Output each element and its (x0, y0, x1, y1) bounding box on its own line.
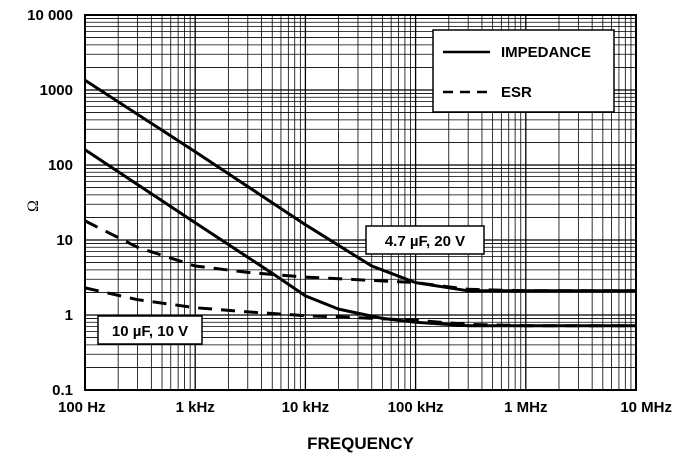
annotation-10uf-10v: 10 µF, 10 V (97, 315, 203, 345)
series-line-10uf-impedance (84, 148, 636, 328)
y-tick-label: 1000 (40, 82, 73, 99)
series-line-10uf-esr (84, 286, 636, 328)
y-tick-label: 10 (56, 232, 73, 249)
legend-label-esr: ESR (501, 84, 532, 101)
grid (84, 15, 636, 391)
annotation-label: 4.7 µF, 20 V (385, 233, 465, 250)
annotation-label: 10 µF, 10 V (112, 323, 188, 340)
x-tick-label: 100 Hz (58, 399, 106, 416)
series-line-4-7uf-esr (84, 219, 636, 293)
series-layer (84, 78, 636, 328)
x-tick-label: 10 kHz (282, 399, 330, 416)
x-axis-label: FREQUENCY (307, 434, 414, 453)
y-tick-label: 1 (65, 307, 73, 324)
legend-label-impedance: IMPEDANCE (501, 44, 591, 61)
annotation-4-7uf-20v: 4.7 µF, 20 V (365, 225, 485, 255)
y-tick-labels: 0.1 1 10 100 1000 10 000 (27, 7, 73, 399)
x-tick-label: 1 kHz (176, 399, 215, 416)
y-axis-label: Ω (25, 200, 42, 212)
annotation-box (365, 225, 485, 255)
annotation-box (97, 315, 203, 345)
legend: IMPEDANCE ESR (432, 29, 615, 113)
x-tick-label: 10 MHz (620, 399, 672, 416)
legend-box (432, 29, 615, 113)
x-tick-labels: 100 Hz 1 kHz 10 kHz 100 kHz 1 MHz 10 MHz (58, 399, 672, 416)
x-tick-label: 1 MHz (504, 399, 547, 416)
y-tick-label: 100 (48, 157, 73, 174)
plot-frame (84, 14, 637, 391)
x-tick-label: 100 kHz (388, 399, 444, 416)
y-tick-label: 10 000 (27, 7, 73, 24)
y-tick-label: 0.1 (52, 382, 73, 399)
